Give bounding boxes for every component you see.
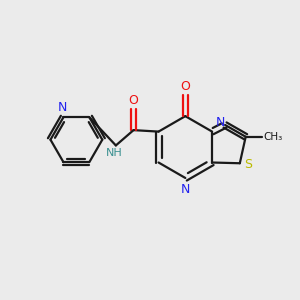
Text: N: N (58, 101, 67, 114)
Text: S: S (244, 158, 252, 171)
Text: N: N (216, 116, 226, 129)
Text: O: O (180, 80, 190, 94)
Text: CH₃: CH₃ (263, 132, 283, 142)
Text: N: N (181, 183, 190, 196)
Text: O: O (129, 94, 139, 107)
Text: NH: NH (106, 148, 123, 158)
